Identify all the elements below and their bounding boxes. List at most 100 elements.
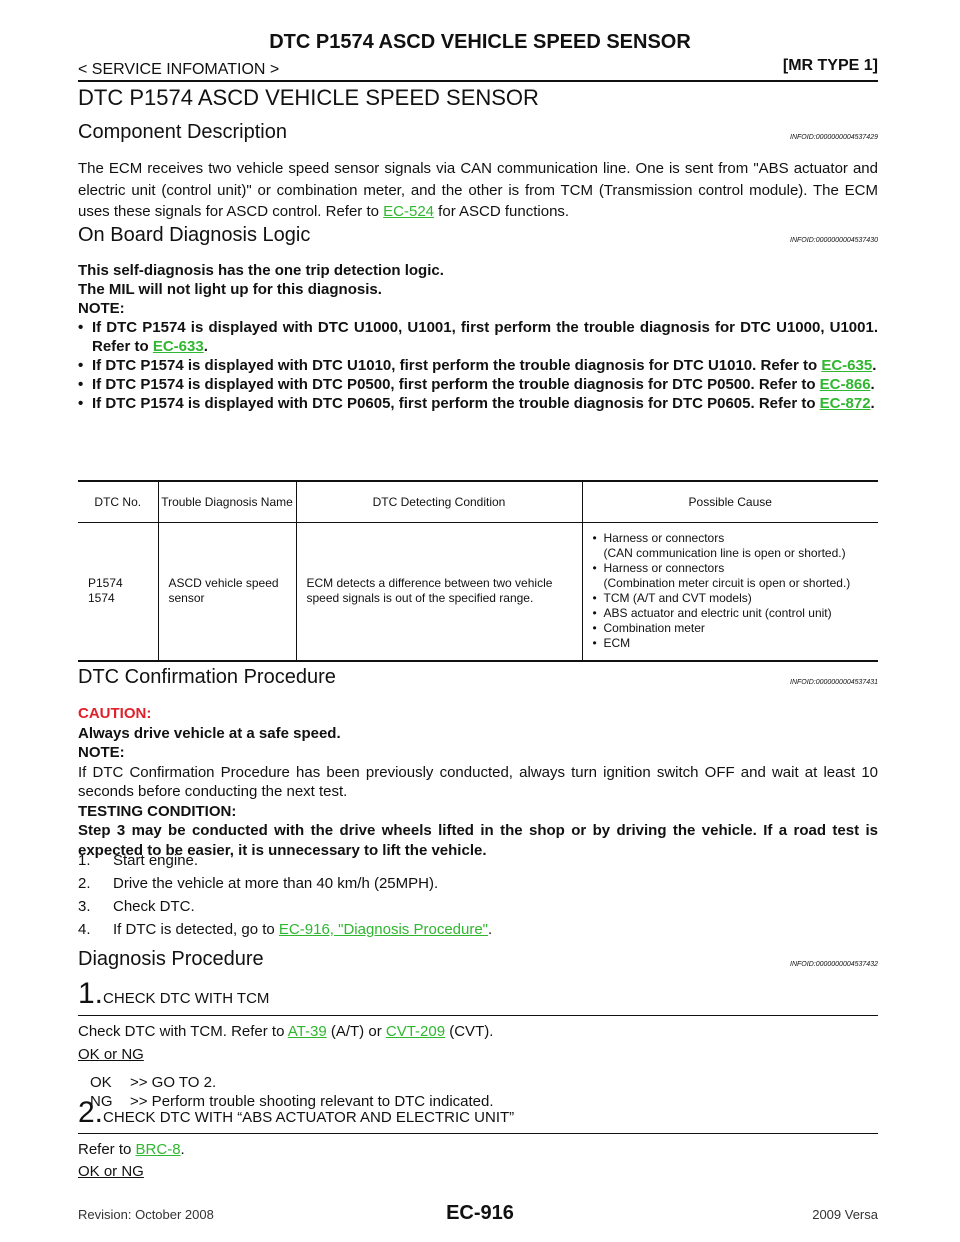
text: .: [488, 921, 493, 938]
note-label: NOTE:: [78, 744, 125, 761]
step-number: 1.: [78, 852, 91, 869]
link[interactable]: CVT-209: [385, 1023, 446, 1040]
footer-page: EC-916: [446, 1202, 514, 1224]
link[interactable]: EC-866: [819, 376, 871, 393]
testing: Step 3 may be conducted with the drive w…: [78, 822, 878, 859]
section-heading: DTC Confirmation Procedure: [78, 666, 336, 688]
text: Harness or connectors: [603, 561, 725, 576]
header-row: DTC No. Trouble Diagnosis Name DTC Detec…: [78, 481, 878, 523]
caution: Always drive vehicle at a safe speed.: [78, 724, 341, 742]
link[interactable]: EC-872: [819, 395, 871, 412]
text: If DTC P1574 is displayed with DTC U1000…: [92, 319, 878, 355]
step-heading: 1.CHECK DTC WITH TCM: [78, 977, 269, 1011]
text: .: [872, 357, 877, 374]
step-list: 1. Start engine. 2. Drive the vehicle at m…: [78, 852, 492, 944]
paragraph: Check DTC with TCM. Refer to AT-39 (A/T)…: [78, 1021, 878, 1043]
text: Harness or connectors: [603, 531, 725, 546]
result-text: >> GO TO 2.: [130, 1074, 217, 1091]
section-heading: Diagnosis Procedure: [78, 948, 264, 970]
link[interactable]: EC-633: [152, 338, 204, 355]
bullet: If DTC P1574 is displayed with DTC U1010…: [78, 356, 878, 375]
confirmation-text: CAUTION: Always drive vehicle at a safe …: [78, 704, 878, 860]
text: .: [870, 395, 875, 412]
text: .: [203, 338, 208, 355]
text: Check DTC with TCM. Refer to: [78, 1023, 288, 1040]
cause: TCM (A/T and CVT models): [593, 591, 869, 606]
step-heading: 2.CHECK DTC WITH “ABS ACTUATOR AND ELECT…: [78, 1096, 514, 1130]
step-number: 1.: [78, 977, 104, 1010]
bullet: If DTC P1574 is displayed with DTC P0500…: [78, 375, 878, 394]
link[interactable]: EC-916, "Diagnosis Procedure": [278, 921, 489, 938]
result: OK >> GO TO 2.: [90, 1073, 494, 1092]
text: Refer to: [78, 1141, 136, 1158]
ok-ng: OK or NG: [78, 1046, 144, 1063]
bullet: If DTC P1574 is displayed with DTC P0605…: [78, 394, 878, 413]
step-number: 3.: [78, 898, 91, 915]
link[interactable]: EC-635: [821, 357, 873, 374]
header-rule: [78, 80, 878, 82]
text: Check DTC.: [113, 898, 195, 915]
link[interactable]: EC-524: [383, 203, 435, 220]
header-section: < SERVICE INFOMATION >: [78, 61, 280, 78]
cause: ECM: [593, 636, 869, 651]
header-cell: DTC No.: [78, 481, 158, 523]
text: 1574: [88, 591, 115, 606]
caution-label: CAUTION:: [78, 705, 152, 722]
step-number: 2.: [78, 1096, 104, 1129]
footer-revision: Revision: October 2008: [78, 1207, 214, 1222]
main-title: DTC P1574 ASCD VEHICLE SPEED SENSOR: [78, 85, 539, 110]
link[interactable]: BRC-8: [135, 1141, 181, 1158]
info-id: INFOID:0000000004537431: [790, 679, 878, 686]
step-title: CHECK DTC WITH “ABS ACTUATOR AND ELECTRI…: [103, 1109, 515, 1126]
cause: Harness or connectors(Combination meter …: [593, 561, 869, 591]
text: If DTC P1574 is displayed with DTC P0500…: [92, 376, 820, 393]
ok-ng: OK or NG: [78, 1163, 144, 1180]
text: If DTC is detected, go to: [113, 921, 279, 938]
section-heading: On Board Diagnosis Logic: [78, 224, 311, 246]
step: 3. Check DTC.: [78, 898, 492, 921]
text: .: [180, 1141, 185, 1158]
step: 1. Start engine.: [78, 852, 492, 875]
result: NG >> Perform trouble shooting relevant t…: [90, 1092, 494, 1111]
step: 4. If DTC is detected, go to EC-916, "Dia…: [78, 921, 492, 944]
dtc-table: DTC No. Trouble Diagnosis Name DTC Detec…: [78, 480, 878, 662]
cause: ABS actuator and electric unit (control …: [593, 606, 869, 621]
row: P1574 1574 ASCD vehicle speed sensor ECM …: [78, 522, 878, 661]
cell: ASCD vehicle speed sensor: [157, 522, 296, 661]
info-id: INFOID:0000000004537432: [790, 961, 878, 968]
link[interactable]: AT-39: [287, 1023, 327, 1040]
result-code: OK: [90, 1074, 112, 1091]
header-cell: Possible Cause: [581, 481, 878, 523]
note: If DTC Confirmation Procedure has been p…: [78, 763, 878, 801]
header-cell: DTC Detecting Condition: [295, 481, 582, 523]
text: (CVT).: [445, 1023, 494, 1040]
cause: Harness or connectors(CAN communication …: [593, 531, 869, 561]
line: This self-diagnosis has the one trip det…: [78, 262, 444, 279]
text: If DTC P1574 is displayed with DTC P0605…: [92, 395, 820, 412]
result-text: >> Perform trouble shooting relevant to …: [130, 1093, 494, 1110]
info-id: INFOID:0000000004537429: [790, 134, 878, 141]
cause-list: Harness or connectors(CAN communication …: [593, 531, 869, 651]
text: The ECM receives two vehicle speed senso…: [78, 160, 878, 220]
cell: Harness or connectors(CAN communication …: [581, 522, 878, 661]
header-cell: Trouble Diagnosis Name: [157, 481, 296, 523]
step-rule: [78, 1133, 878, 1134]
text: P1574: [88, 576, 123, 591]
obd-text: This self-diagnosis has the one trip det…: [78, 261, 878, 413]
line: The MIL will not light up for this diagn…: [78, 281, 382, 298]
result-code: NG: [90, 1093, 113, 1110]
footer-model: 2009 Versa: [812, 1207, 878, 1222]
step-number: 4.: [78, 921, 91, 938]
step-rule: [78, 1015, 878, 1016]
step-title: CHECK DTC WITH TCM: [103, 990, 270, 1007]
cell: ECM detects a difference between two veh…: [295, 522, 582, 661]
section-heading: Component Description: [78, 121, 287, 143]
bullet: If DTC P1574 is displayed with DTC U1000…: [78, 318, 878, 356]
info-id: INFOID:0000000004537430: [790, 237, 878, 244]
results: OK >> GO TO 2. NG >> Perform trouble shoot…: [90, 1073, 494, 1111]
bullet-list: If DTC P1574 is displayed with DTC U1000…: [78, 318, 878, 413]
cause: Combination meter: [593, 621, 869, 636]
cell: P1574 1574: [78, 523, 158, 661]
text: (A/T) or: [326, 1023, 386, 1040]
